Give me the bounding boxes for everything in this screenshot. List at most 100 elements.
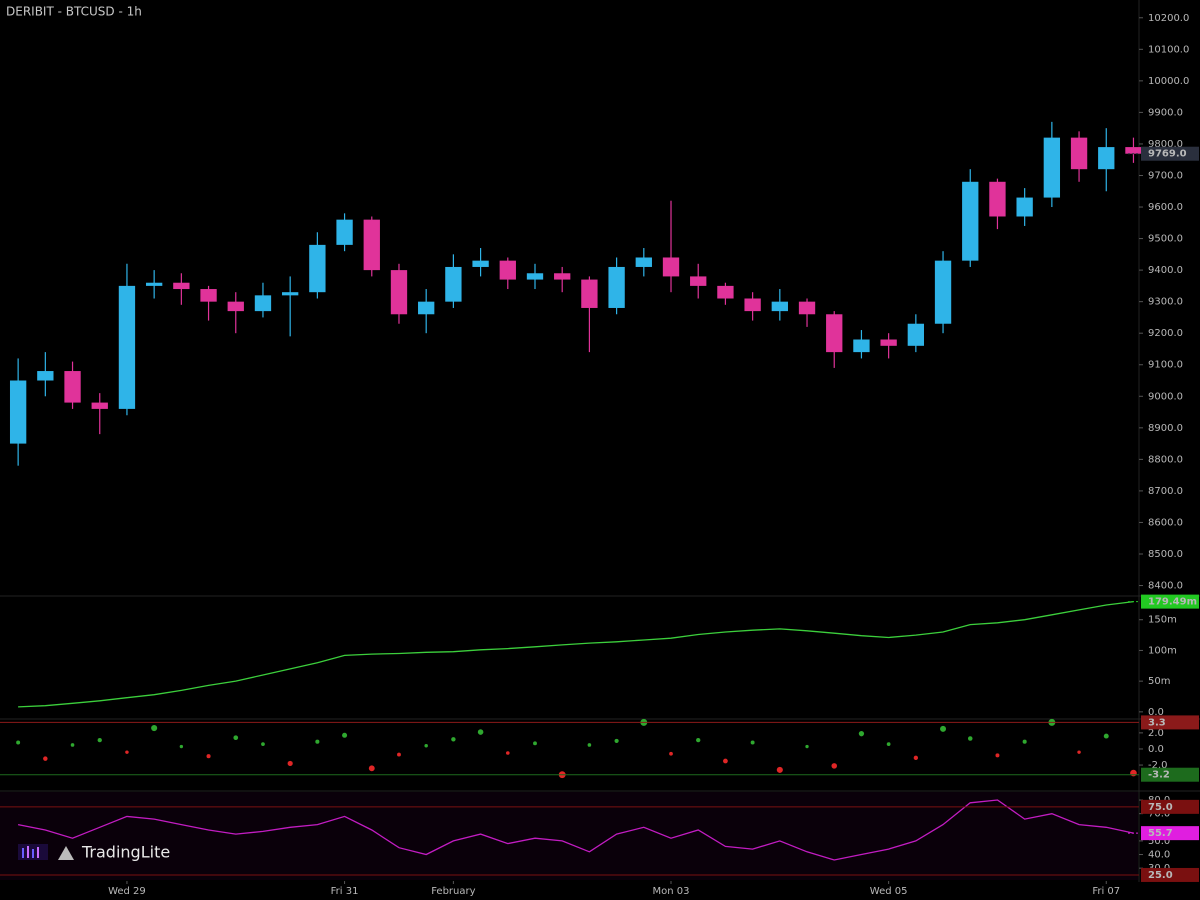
candle-body	[798, 301, 816, 315]
value-label-box	[1141, 867, 1199, 882]
value-label: -3.2	[1148, 770, 1170, 781]
value-label-box	[1141, 146, 1199, 161]
x-tick-label: Mon 03	[653, 886, 690, 897]
dot	[315, 739, 320, 744]
dot	[151, 724, 158, 732]
series-line	[18, 600, 1134, 708]
y-tick-label: 9500.0	[1148, 234, 1183, 245]
y-tick-label: 9000.0	[1148, 391, 1183, 402]
y-tick-label: 8600.0	[1148, 517, 1183, 528]
candle-body	[880, 339, 897, 346]
dot	[1022, 739, 1027, 744]
candle-body	[989, 181, 1006, 217]
x-tick-label: Fri 31	[331, 886, 359, 897]
candle-body	[472, 260, 489, 267]
dot	[940, 725, 947, 732]
dot	[233, 735, 239, 741]
candle-body	[934, 260, 952, 324]
dot	[368, 765, 375, 772]
y-tick-label: 10200.0	[1148, 13, 1189, 24]
y-tick-label: 0.0	[1148, 707, 1164, 718]
candle-body	[282, 292, 299, 296]
dot	[696, 737, 701, 743]
dot	[805, 744, 809, 749]
dot	[776, 766, 783, 773]
candle-body	[390, 270, 408, 315]
candle-body	[1125, 147, 1142, 154]
candle-body	[1070, 137, 1088, 170]
candle-body	[907, 323, 925, 346]
candle-body	[336, 219, 353, 245]
candle-body	[662, 257, 680, 277]
candle-body	[608, 266, 625, 308]
x-tick-label: February	[431, 886, 475, 897]
candle-body	[1016, 197, 1033, 217]
candle-body	[118, 285, 136, 409]
y-tick-label: 40.0	[1148, 850, 1170, 861]
dot	[342, 732, 348, 738]
dot	[70, 743, 75, 747]
value-label: 75.0	[1148, 802, 1173, 813]
candle-body	[173, 282, 190, 290]
y-tick-label: 8400.0	[1148, 581, 1183, 592]
value-label: 3.3	[1148, 717, 1166, 728]
dot	[1130, 769, 1137, 777]
candle-body	[37, 371, 54, 381]
value-label-box	[1141, 767, 1199, 782]
dot	[125, 750, 129, 754]
dot	[886, 742, 891, 746]
candle-body	[962, 181, 979, 261]
value-label: 179.49m	[1148, 597, 1197, 608]
candle-body	[717, 285, 734, 299]
candle-body	[771, 301, 788, 312]
value-label-box	[1141, 799, 1199, 814]
candle-body	[826, 314, 843, 353]
dot	[995, 753, 1000, 758]
candle-body	[91, 402, 108, 409]
dot	[587, 743, 592, 747]
dot	[477, 729, 484, 735]
candle-body	[363, 219, 380, 271]
candle-body	[581, 279, 598, 308]
dot	[261, 742, 265, 746]
candle-body	[499, 260, 516, 280]
dot	[16, 740, 21, 745]
value-label: 9769.0	[1148, 149, 1187, 160]
candle-body	[744, 298, 761, 312]
dot	[831, 763, 837, 769]
dot	[179, 744, 184, 749]
dot	[533, 741, 537, 746]
dot	[505, 751, 510, 755]
candle-body	[254, 295, 272, 312]
candle-body	[635, 257, 652, 267]
candle-body	[853, 339, 870, 353]
logo-icon	[18, 844, 74, 860]
dot	[967, 736, 973, 741]
dot	[614, 738, 619, 744]
y-tick-label: 9900.0	[1148, 107, 1183, 118]
x-tick-label: Fri 07	[1092, 886, 1120, 897]
candle-body	[1043, 137, 1061, 198]
candle-body	[526, 273, 544, 280]
dot	[1077, 750, 1081, 754]
y-tick-label: 9800.0	[1148, 139, 1183, 150]
dot	[750, 740, 755, 745]
candle-body	[309, 244, 326, 293]
y-tick-label: 9100.0	[1148, 360, 1183, 371]
candle-body	[227, 301, 244, 312]
value-label: 55.7	[1148, 828, 1173, 839]
dot	[424, 744, 428, 748]
dot	[97, 737, 102, 743]
series-line	[17, 799, 1134, 861]
dot	[858, 731, 865, 737]
value-label-box	[1141, 715, 1199, 730]
candle-body	[554, 273, 571, 280]
value-label-box	[1141, 594, 1199, 609]
candle-body	[1098, 147, 1115, 170]
dot	[397, 752, 401, 757]
y-tick-label: 9300.0	[1148, 297, 1183, 308]
candle-body	[145, 282, 163, 286]
y-tick-label: 9600.0	[1148, 202, 1183, 213]
